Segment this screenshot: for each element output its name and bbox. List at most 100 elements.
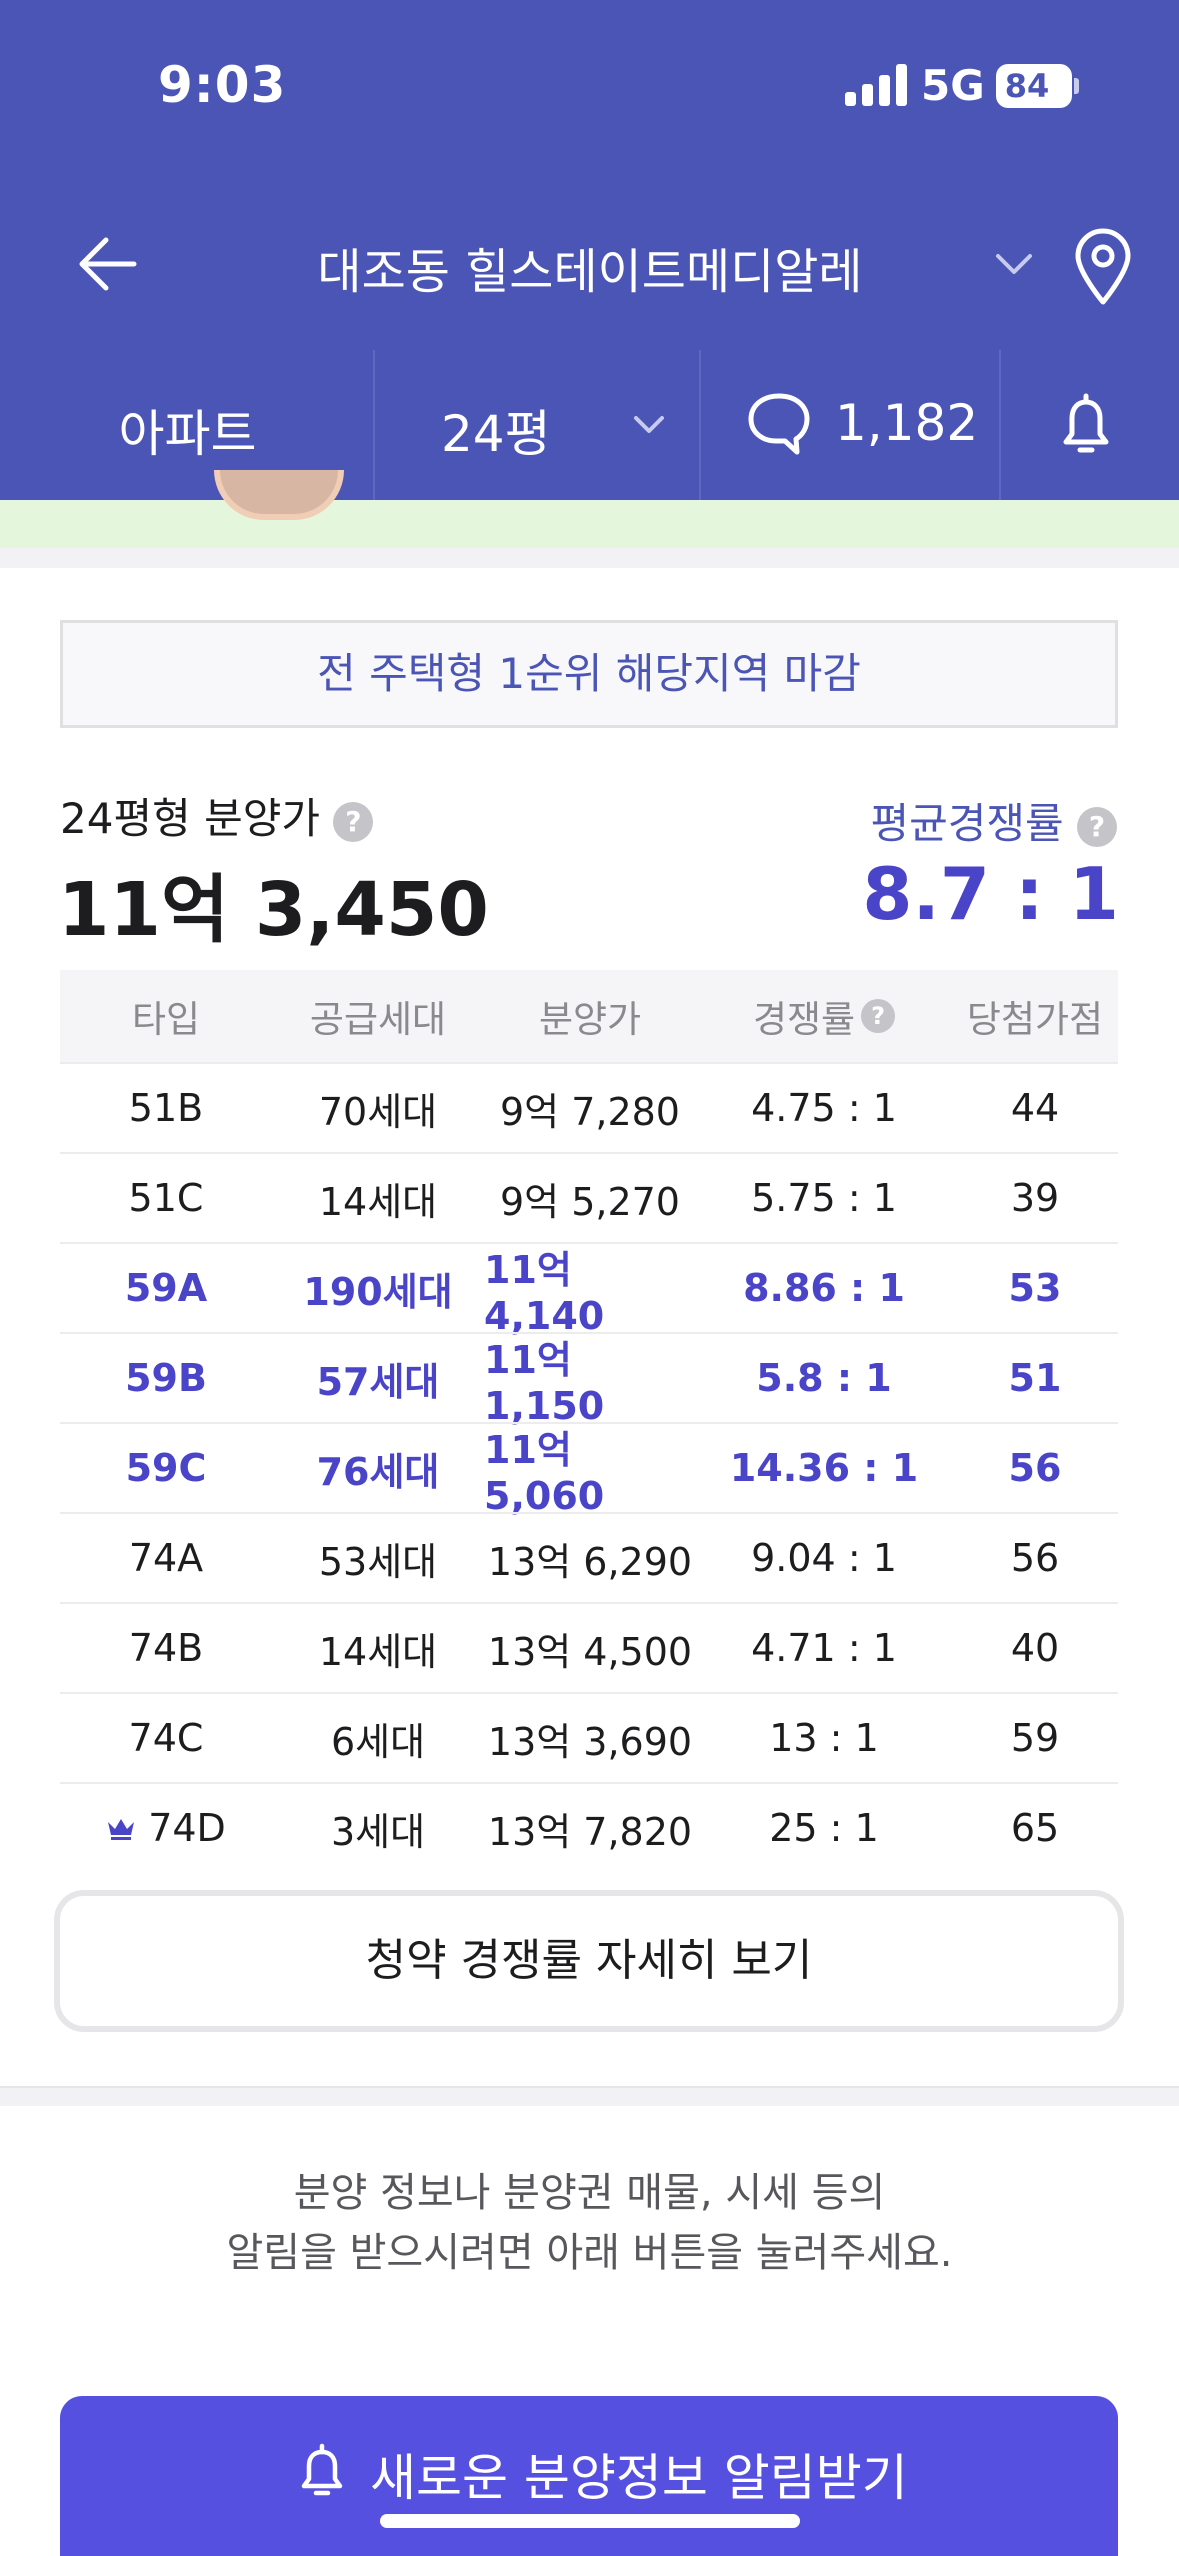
cell-rate-text: 14.36 : 1: [729, 1446, 919, 1490]
cell-units: 14세대: [272, 1154, 484, 1242]
cell-rate: 13 : 1: [696, 1694, 952, 1782]
cell-score: 56: [952, 1514, 1118, 1602]
cell-score-text: 44: [1010, 1086, 1060, 1130]
cell-score: 65: [952, 1784, 1118, 1872]
battery-icon: 84: [996, 64, 1072, 108]
table-body: 51B 70세대 9억 7,280 4.75 : 1 44 51C 14세대 9억 5,270…: [60, 1062, 1118, 1872]
chevron-down-icon[interactable]: [992, 248, 1036, 280]
cell-rate-text: 13 : 1: [769, 1716, 879, 1760]
cell-rate-text: 4.75 : 1: [751, 1086, 897, 1130]
cell-score: 53: [952, 1244, 1118, 1332]
cell-type: 74B: [60, 1604, 272, 1692]
cell-rate: 8.86 : 1: [696, 1244, 952, 1332]
price-label: 24평형 분양가: [60, 794, 320, 843]
chat-bubble-icon: [748, 393, 810, 455]
promo-banner-edge: [0, 500, 1179, 548]
table-row: 74B 14세대 13억 4,500 4.71 : 1 40: [60, 1602, 1118, 1692]
cell-rate-text: 25 : 1: [769, 1806, 879, 1850]
cell-units-text: 57세대: [316, 1359, 440, 1404]
type-filter[interactable]: 아파트: [0, 350, 375, 500]
cell-price: 9억 5,270: [484, 1154, 696, 1242]
cell-score: 59: [952, 1694, 1118, 1782]
alert-button[interactable]: [1001, 350, 1179, 500]
signal-icon: [845, 64, 907, 106]
cell-rate: 4.71 : 1: [696, 1604, 952, 1692]
cell-score: 44: [952, 1064, 1118, 1152]
comments-button[interactable]: 1,182: [701, 350, 1001, 500]
cell-price-text: 11억 1,150: [484, 1337, 605, 1428]
cell-rate-text: 5.75 : 1: [751, 1176, 897, 1220]
cell-score: 39: [952, 1154, 1118, 1242]
table-row: 51C 14세대 9억 5,270 5.75 : 1 39: [60, 1152, 1118, 1242]
cell-units-text: 3세대: [330, 1809, 426, 1854]
cell-rate: 25 : 1: [696, 1784, 952, 1872]
cell-type: 74D: [60, 1784, 272, 1872]
home-indicator[interactable]: [380, 2514, 800, 2528]
cell-units: 14세대: [272, 1604, 484, 1692]
help-icon[interactable]: ?: [333, 801, 374, 842]
cell-score-text: 56: [1010, 1536, 1060, 1580]
subscribe-alert-button[interactable]: 새로운 분양정보 알림받기: [60, 2396, 1118, 2556]
cell-price-text: 9억 5,270: [499, 1179, 680, 1224]
competition-table: 타입 공급세대 분양가 경쟁률 ? 당첨가점 51B 70세대 9억 7,280 4.…: [60, 970, 1118, 1872]
subscribe-alert-label: 새로운 분양정보 알림받기: [370, 2449, 908, 2507]
status-time: 9:03: [158, 56, 287, 114]
avg-competition-label-group: 평균경쟁률 ?: [870, 790, 1117, 851]
cell-price: 13억 4,500: [484, 1604, 696, 1692]
chevron-down-icon: [634, 416, 664, 433]
cell-type-text: 74D: [148, 1806, 226, 1850]
alert-info-text: 분양 정보나 분양권 매물, 시세 등의 알림을 받으시려면 아래 버튼을 눌러…: [0, 2163, 1179, 2283]
cell-type-text: 59B: [125, 1356, 207, 1400]
help-icon[interactable]: ?: [861, 999, 896, 1033]
cell-type: 74C: [60, 1694, 272, 1782]
cell-rate-text: 5.8 : 1: [756, 1356, 892, 1400]
table-row: 74C 6세대 13억 3,690 13 : 1 59: [60, 1692, 1118, 1782]
cell-type-text: 74A: [128, 1536, 204, 1580]
complex-title[interactable]: 대조동 힐스테이트메디알레: [317, 244, 863, 300]
status-bar: 9:03 5G 84: [0, 0, 1179, 180]
cell-score-text: 39: [1010, 1176, 1060, 1220]
cell-score-text: 53: [1008, 1266, 1062, 1310]
cell-units-text: 14세대: [318, 1179, 438, 1224]
battery-level: 84: [1004, 67, 1050, 105]
location-pin-icon[interactable]: [1070, 226, 1136, 306]
cell-type: 51B: [60, 1064, 272, 1152]
cell-price-text: 11억 5,060: [484, 1427, 605, 1518]
detail-competition-button[interactable]: 청약 경쟁률 자세히 보기: [54, 1890, 1124, 2032]
cell-score-text: 65: [1010, 1806, 1060, 1850]
cell-rate-text: 4.71 : 1: [751, 1626, 897, 1670]
type-filter-label: 아파트: [118, 405, 257, 463]
bell-icon: [1063, 393, 1109, 453]
size-filter[interactable]: 24평: [375, 350, 701, 500]
cell-type: 51C: [60, 1154, 272, 1242]
network-label: 5G: [921, 61, 985, 110]
closing-notice: 전 주택형 1순위 해당지역 마감: [60, 620, 1118, 728]
cell-price-text: 13억 6,290: [487, 1539, 693, 1584]
cell-type-text: 59A: [124, 1266, 208, 1310]
table-row: 59A 190세대 11억 4,140 8.86 : 1 53: [60, 1242, 1118, 1338]
cell-rate: 14.36 : 1: [696, 1424, 952, 1512]
cell-score-text: 56: [1008, 1446, 1062, 1490]
cell-rate-text: 8.86 : 1: [743, 1266, 905, 1310]
cell-price-text: 13억 4,500: [487, 1629, 693, 1674]
cell-units: 57세대: [272, 1334, 484, 1422]
cell-units-text: 190세대: [303, 1269, 453, 1314]
back-arrow-icon[interactable]: [72, 228, 144, 300]
table-row: 59B 57세대 11억 1,150 5.8 : 1 51: [60, 1332, 1118, 1428]
header-units: 공급세대: [309, 998, 447, 1041]
help-icon[interactable]: ?: [1077, 806, 1117, 847]
header-rate-label: 경쟁률: [752, 998, 856, 1041]
cell-units: 53세대: [272, 1514, 484, 1602]
cell-rate: 4.75 : 1: [696, 1064, 952, 1152]
cell-price: 13억 6,290: [484, 1514, 696, 1602]
cell-units-text: 70세대: [318, 1089, 438, 1134]
cell-units: 6세대: [272, 1694, 484, 1782]
table-row: 59C 76세대 11억 5,060 14.36 : 1 56: [60, 1422, 1118, 1518]
cell-units: 190세대: [272, 1244, 484, 1332]
price-label-group: 24평형 분양가 ?: [60, 785, 374, 846]
cell-type-text: 59C: [125, 1446, 207, 1490]
cell-units-text: 14세대: [318, 1629, 438, 1674]
nav-bar: 대조동 힐스테이트메디알레: [0, 200, 1179, 330]
cell-price-text: 13억 7,820: [487, 1809, 693, 1854]
cell-units: 3세대: [272, 1784, 484, 1872]
